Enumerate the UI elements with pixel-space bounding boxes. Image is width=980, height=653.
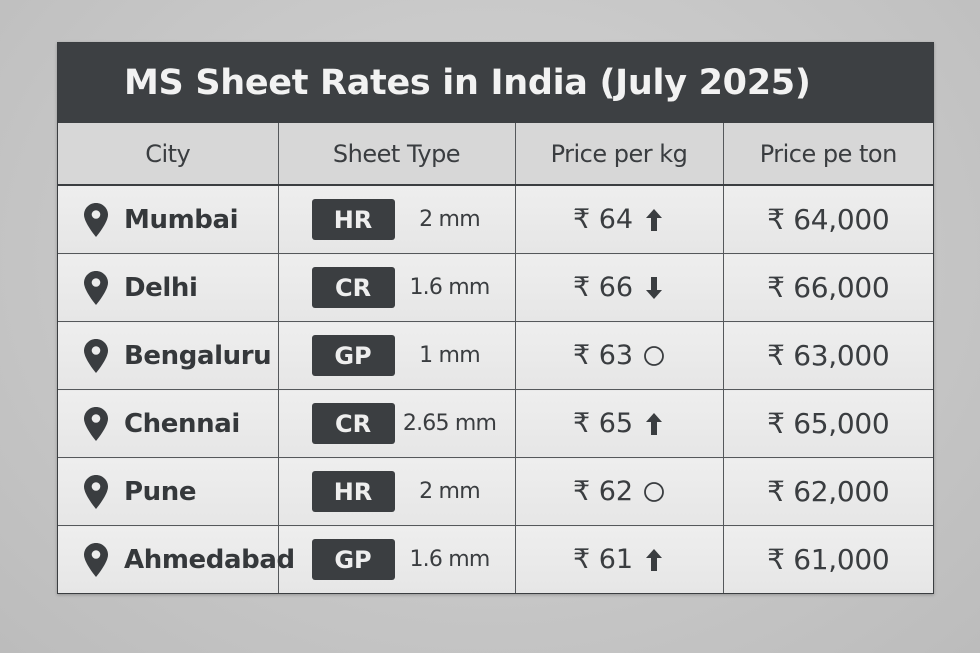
- map-pin-icon: [84, 542, 108, 577]
- arrow-down-icon: [643, 276, 665, 300]
- price-per-ton-cell: ₹ 65,000: [723, 389, 933, 458]
- price-per-kg-value: ₹ 63: [572, 340, 634, 371]
- table-row: Chennai CR 2.65 mm ₹ 65 ₹ 65,000: [58, 389, 933, 458]
- thickness-value: 1 mm: [419, 343, 480, 368]
- price-per-kg-cell: ₹ 65: [515, 389, 724, 458]
- city-cell: Chennai: [58, 389, 279, 458]
- map-pin-icon: [84, 202, 108, 237]
- column-header-price-per-ton: Price pe ton: [723, 123, 933, 186]
- table-row: Bengaluru GP 1 mm ₹ 63 ₹ 63,000: [58, 321, 933, 390]
- price-per-ton-cell: ₹ 61,000: [723, 525, 933, 593]
- arrow-up-icon: [643, 412, 665, 436]
- table-row: Pune HR 2 mm ₹ 62 ₹ 62,000: [58, 457, 933, 526]
- price-per-kg-cell: ₹ 66: [515, 253, 724, 322]
- price-per-ton-cell: ₹ 64,000: [723, 185, 933, 254]
- column-header-price-per-kg: Price per kg: [515, 123, 724, 186]
- thickness-value: 2 mm: [419, 207, 480, 232]
- map-pin-icon: [84, 406, 108, 441]
- sheet-type-badge: CR: [311, 267, 395, 308]
- price-per-kg-value: ₹ 61: [572, 544, 634, 575]
- map-pin-icon: [84, 338, 108, 373]
- thickness-value: 2.65 mm: [402, 411, 497, 436]
- map-pin-icon: [84, 474, 108, 509]
- circle-icon: [643, 480, 665, 504]
- title-bar: MS Sheet Rates in India (July 2025): [58, 43, 933, 123]
- column-header-city: City: [58, 123, 279, 186]
- sheet-type-badge: CR: [311, 403, 395, 444]
- circle-icon: [643, 344, 665, 368]
- city-name: Pune: [124, 476, 197, 507]
- city-cell: Delhi: [58, 253, 279, 322]
- price-per-kg-cell: ₹ 63: [515, 321, 724, 390]
- price-per-kg-value: ₹ 64: [572, 204, 634, 235]
- city-cell: Ahmedabad: [58, 525, 295, 593]
- city-name: Bengaluru: [124, 340, 272, 371]
- price-per-kg-value: ₹ 65: [572, 408, 634, 439]
- arrow-up-icon: [643, 208, 665, 232]
- arrow-up-icon: [643, 548, 665, 572]
- sheet-type-cell: GP 1.6 mm: [278, 525, 516, 593]
- city-cell: Bengaluru: [58, 321, 279, 390]
- table-row: Ahmedabad GP 1.6 mm ₹ 61 ₹ 61,000: [58, 525, 933, 593]
- sheet-type-cell: HR 2 mm: [278, 457, 516, 526]
- sheet-type-badge: GP: [311, 335, 395, 376]
- city-cell: Pune: [58, 457, 279, 526]
- price-per-ton-cell: ₹ 66,000: [723, 253, 933, 322]
- table-body: Mumbai HR 2 mm ₹ 64 ₹ 64,000 Delhi: [58, 185, 933, 593]
- sheet-type-cell: CR 2.65 mm: [278, 389, 516, 458]
- table-header-row: City Sheet Type Price per kg Price pe to…: [58, 123, 933, 186]
- sheet-type-badge: HR: [311, 471, 395, 512]
- thickness-value: 1.6 mm: [409, 547, 490, 572]
- city-name: Chennai: [124, 408, 240, 439]
- city-cell: Mumbai: [58, 185, 279, 254]
- price-per-kg-value: ₹ 66: [572, 272, 634, 303]
- price-per-ton-cell: ₹ 63,000: [723, 321, 933, 390]
- sheet-type-badge: HR: [311, 199, 395, 240]
- city-name: Ahmedabad: [124, 544, 295, 575]
- sheet-type-badge: GP: [311, 539, 395, 580]
- sheet-type-cell: CR 1.6 mm: [278, 253, 516, 322]
- sheet-type-cell: HR 2 mm: [278, 185, 516, 254]
- page-title: MS Sheet Rates in India (July 2025): [124, 63, 811, 103]
- city-name: Delhi: [124, 272, 198, 303]
- price-per-kg-cell: ₹ 61: [515, 525, 724, 593]
- thickness-value: 1.6 mm: [409, 275, 490, 300]
- price-per-kg-cell: ₹ 64: [515, 185, 724, 254]
- table-row: Mumbai HR 2 mm ₹ 64 ₹ 64,000: [58, 185, 933, 254]
- price-per-kg-value: ₹ 62: [572, 476, 634, 507]
- table-row: Delhi CR 1.6 mm ₹ 66 ₹ 66,000: [58, 253, 933, 322]
- thickness-value: 2 mm: [419, 479, 480, 504]
- sheet-type-cell: GP 1 mm: [278, 321, 516, 390]
- rates-table: City Sheet Type Price per kg Price pe to…: [58, 123, 933, 593]
- price-per-ton-cell: ₹ 62,000: [723, 457, 933, 526]
- price-per-kg-cell: ₹ 62: [515, 457, 724, 526]
- city-name: Mumbai: [124, 204, 239, 235]
- column-header-sheet-type: Sheet Type: [278, 123, 516, 186]
- map-pin-icon: [84, 270, 108, 305]
- rates-card: MS Sheet Rates in India (July 2025) City…: [57, 42, 934, 594]
